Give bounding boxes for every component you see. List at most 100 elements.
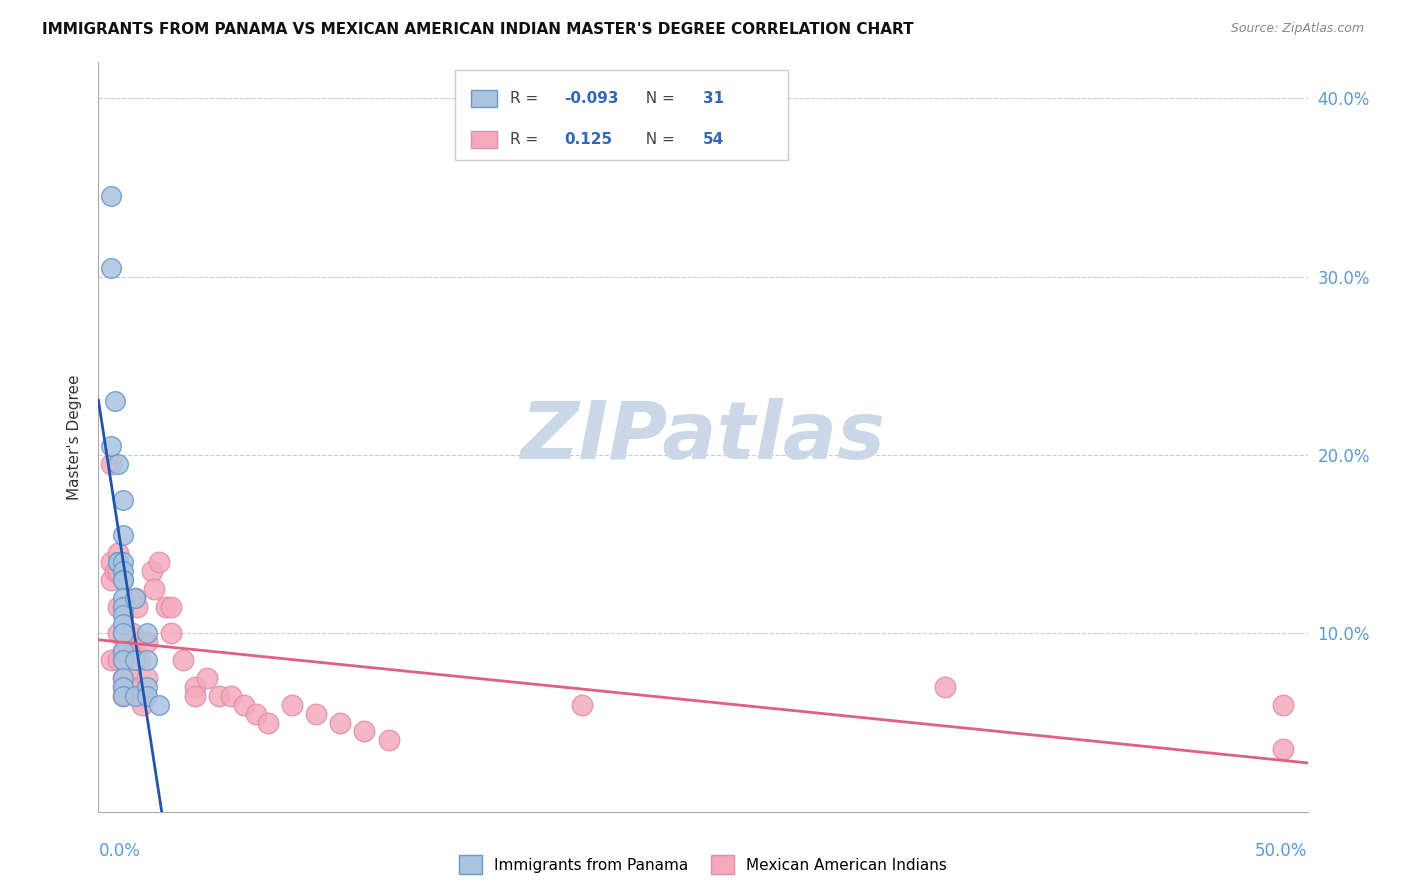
Point (107, 564, 129, 578)
Point (131, 698, 153, 712)
Text: 0.125: 0.125 (564, 132, 612, 147)
Point (107, 457, 129, 471)
Point (111, 564, 134, 578)
Point (111, 626, 134, 640)
Point (135, 671, 157, 685)
Point (117, 635, 139, 649)
Point (124, 591, 146, 605)
Point (111, 573, 134, 587)
Point (111, 599, 134, 614)
Point (353, 724, 375, 739)
Point (111, 680, 134, 694)
Point (208, 689, 231, 703)
Text: ZIPatlas: ZIPatlas (520, 398, 886, 476)
Text: 50.0%: 50.0% (1256, 842, 1308, 860)
Point (111, 626, 134, 640)
Point (118, 671, 141, 685)
Point (100, 260, 122, 275)
Point (135, 689, 157, 703)
Point (135, 635, 157, 649)
Point (111, 617, 134, 632)
Text: 54: 54 (703, 132, 724, 147)
Y-axis label: Master's Degree: Master's Degree (66, 375, 82, 500)
Point (221, 689, 243, 703)
Point (111, 653, 134, 667)
Point (111, 528, 134, 542)
Point (195, 671, 218, 685)
Point (127, 599, 149, 614)
Point (128, 680, 150, 694)
Point (124, 644, 146, 658)
Text: Source: ZipAtlas.com: Source: ZipAtlas.com (1230, 22, 1364, 36)
Text: -0.093: -0.093 (564, 91, 619, 106)
Point (111, 492, 134, 507)
Point (100, 653, 122, 667)
Point (111, 599, 134, 614)
Point (172, 653, 194, 667)
Point (111, 689, 134, 703)
Point (256, 715, 278, 730)
Point (124, 591, 146, 605)
Text: IMMIGRANTS FROM PANAMA VS MEXICAN AMERICAN INDIAN MASTER'S DEGREE CORRELATION CH: IMMIGRANTS FROM PANAMA VS MEXICAN AMERIC… (42, 22, 914, 37)
Point (100, 555, 122, 569)
Point (111, 608, 134, 623)
FancyBboxPatch shape (456, 70, 787, 160)
Point (107, 555, 129, 569)
Point (1272, 698, 1295, 712)
Point (245, 706, 267, 721)
Point (111, 671, 134, 685)
Point (1272, 742, 1295, 756)
Point (135, 626, 157, 640)
Point (148, 555, 170, 569)
Point (118, 653, 141, 667)
Text: N =: N = (637, 132, 681, 147)
Point (111, 644, 134, 658)
Point (100, 573, 122, 587)
Point (107, 626, 129, 640)
Point (143, 582, 166, 596)
Legend: Immigrants from Panama, Mexican American Indians: Immigrants from Panama, Mexican American… (453, 849, 953, 880)
Point (377, 733, 399, 747)
FancyBboxPatch shape (471, 131, 498, 148)
Point (305, 706, 328, 721)
Point (184, 689, 207, 703)
Point (232, 698, 254, 712)
Point (100, 189, 122, 203)
Point (107, 555, 129, 569)
Point (128, 653, 150, 667)
Point (934, 680, 956, 694)
Point (571, 698, 593, 712)
Point (124, 653, 146, 667)
Point (155, 599, 177, 614)
Point (104, 564, 127, 578)
Point (124, 689, 146, 703)
Point (100, 457, 122, 471)
Text: R =: R = (509, 132, 543, 147)
Point (107, 653, 129, 667)
Text: 0.0%: 0.0% (98, 842, 141, 860)
Text: R =: R = (509, 91, 543, 106)
Text: N =: N = (637, 91, 681, 106)
Point (111, 689, 134, 703)
Point (111, 555, 134, 569)
Point (107, 599, 129, 614)
Point (160, 626, 183, 640)
Point (160, 599, 183, 614)
Point (111, 671, 134, 685)
Point (111, 680, 134, 694)
Point (111, 653, 134, 667)
Point (281, 698, 304, 712)
Point (107, 546, 129, 560)
Point (111, 573, 134, 587)
Point (141, 564, 163, 578)
Point (100, 439, 122, 453)
Point (329, 715, 352, 730)
Point (148, 698, 170, 712)
Point (121, 626, 143, 640)
Text: 31: 31 (703, 91, 724, 106)
Point (184, 680, 207, 694)
Point (131, 689, 153, 703)
Point (104, 394, 127, 409)
Point (111, 591, 134, 605)
FancyBboxPatch shape (471, 90, 498, 107)
